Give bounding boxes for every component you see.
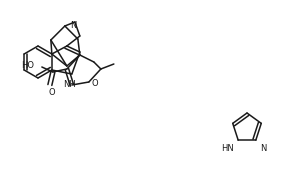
Text: N: N bbox=[70, 22, 76, 30]
Text: HO: HO bbox=[21, 61, 34, 70]
Text: O: O bbox=[49, 88, 55, 97]
Text: NH: NH bbox=[64, 80, 76, 89]
Text: N: N bbox=[260, 144, 266, 153]
Text: HN: HN bbox=[221, 144, 234, 153]
Text: O: O bbox=[92, 78, 98, 88]
